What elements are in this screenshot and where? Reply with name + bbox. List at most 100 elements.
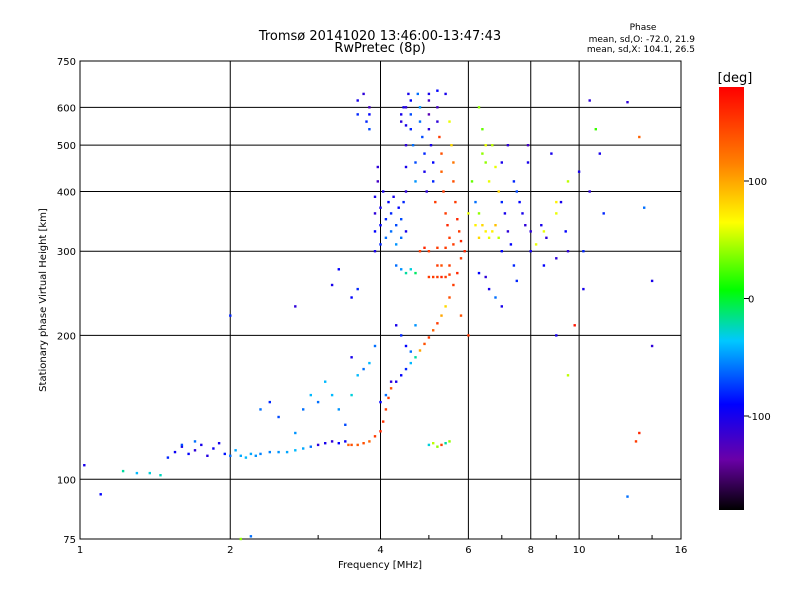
data-point	[518, 200, 521, 204]
data-point	[400, 334, 403, 337]
data-point	[373, 250, 377, 253]
data-point	[389, 380, 393, 383]
data-point	[368, 128, 371, 131]
data-point	[484, 275, 487, 279]
data-point	[459, 257, 463, 260]
data-point	[432, 180, 435, 183]
data-point	[626, 101, 629, 104]
data-point	[350, 356, 353, 359]
data-point	[389, 212, 393, 215]
data-point	[481, 152, 484, 155]
data-point	[650, 279, 654, 283]
y-axis-label: Stationary phase Virtual Height [km]	[38, 208, 49, 392]
data-point	[379, 224, 382, 227]
y-tick-label: 75	[63, 535, 76, 546]
x-axis-ticks: 1 2 4 6 8 10 16	[77, 535, 688, 556]
data-point	[452, 283, 455, 287]
data-point	[395, 264, 398, 267]
data-point	[550, 152, 553, 155]
data-point	[515, 190, 518, 193]
x-tick-label: 10	[573, 545, 586, 556]
data-point	[427, 92, 431, 96]
data-point	[526, 144, 530, 147]
data-point	[634, 440, 638, 443]
colorbar-tick-label: 100	[748, 177, 767, 188]
data-point	[444, 305, 447, 308]
data-point	[418, 250, 422, 253]
data-point	[450, 144, 453, 147]
data-point	[395, 224, 398, 227]
x-tick-label: 16	[675, 545, 688, 556]
data-point	[373, 230, 377, 233]
data-point	[566, 250, 570, 253]
data-point	[436, 445, 439, 448]
data-point	[416, 92, 419, 96]
data-point	[500, 305, 503, 308]
data-point	[484, 230, 487, 233]
data-point	[395, 324, 398, 327]
y-tick-label: 200	[57, 331, 76, 342]
data-point	[404, 230, 408, 233]
data-point	[404, 124, 408, 127]
data-point	[487, 287, 491, 291]
data-point	[159, 474, 162, 477]
data-point	[324, 380, 327, 383]
data-point	[650, 344, 654, 348]
data-point	[440, 314, 443, 317]
data-point	[427, 275, 431, 279]
data-point	[448, 440, 451, 443]
data-point	[362, 367, 365, 371]
data-point	[356, 374, 359, 377]
colorbar-tick-label: -100	[748, 412, 771, 423]
data-point	[477, 106, 481, 109]
y-tick-label: 750	[57, 57, 76, 68]
data-point	[477, 271, 481, 275]
data-point	[356, 287, 359, 291]
data-point	[427, 250, 431, 253]
data-point	[481, 128, 484, 131]
data-point	[382, 190, 385, 193]
data-point	[135, 471, 139, 475]
data-point	[373, 344, 377, 348]
data-point	[594, 128, 597, 131]
data-point	[423, 152, 426, 155]
data-point	[506, 230, 510, 233]
data-point	[180, 445, 184, 448]
data-point	[494, 296, 497, 299]
x-tick-label: 8	[528, 545, 534, 556]
data-point	[285, 450, 289, 454]
x-tick-label: 4	[377, 545, 383, 556]
data-point	[427, 113, 431, 116]
data-point	[187, 452, 190, 456]
data-point	[454, 200, 457, 204]
data-point	[350, 443, 353, 447]
data-point	[432, 275, 435, 279]
data-point	[440, 264, 443, 267]
data-point	[411, 144, 415, 147]
data-point	[432, 161, 435, 164]
data-point	[436, 246, 439, 249]
data-point	[414, 324, 417, 327]
data-point	[407, 92, 410, 96]
data-point	[459, 239, 463, 243]
data-point	[566, 180, 570, 183]
data-point	[400, 236, 403, 239]
data-point	[249, 452, 253, 456]
data-point	[452, 243, 455, 246]
data-point	[395, 243, 398, 246]
data-point	[404, 271, 408, 275]
data-point	[294, 431, 297, 435]
data-point	[456, 218, 459, 221]
data-point	[330, 393, 334, 397]
data-point	[344, 423, 347, 426]
data-point	[229, 314, 232, 317]
data-point	[379, 400, 382, 404]
data-point	[362, 442, 365, 445]
data-point	[427, 99, 431, 102]
data-point	[432, 329, 435, 332]
data-point	[448, 236, 451, 239]
data-point	[350, 296, 353, 299]
data-point	[368, 440, 371, 443]
data-point	[376, 180, 379, 183]
